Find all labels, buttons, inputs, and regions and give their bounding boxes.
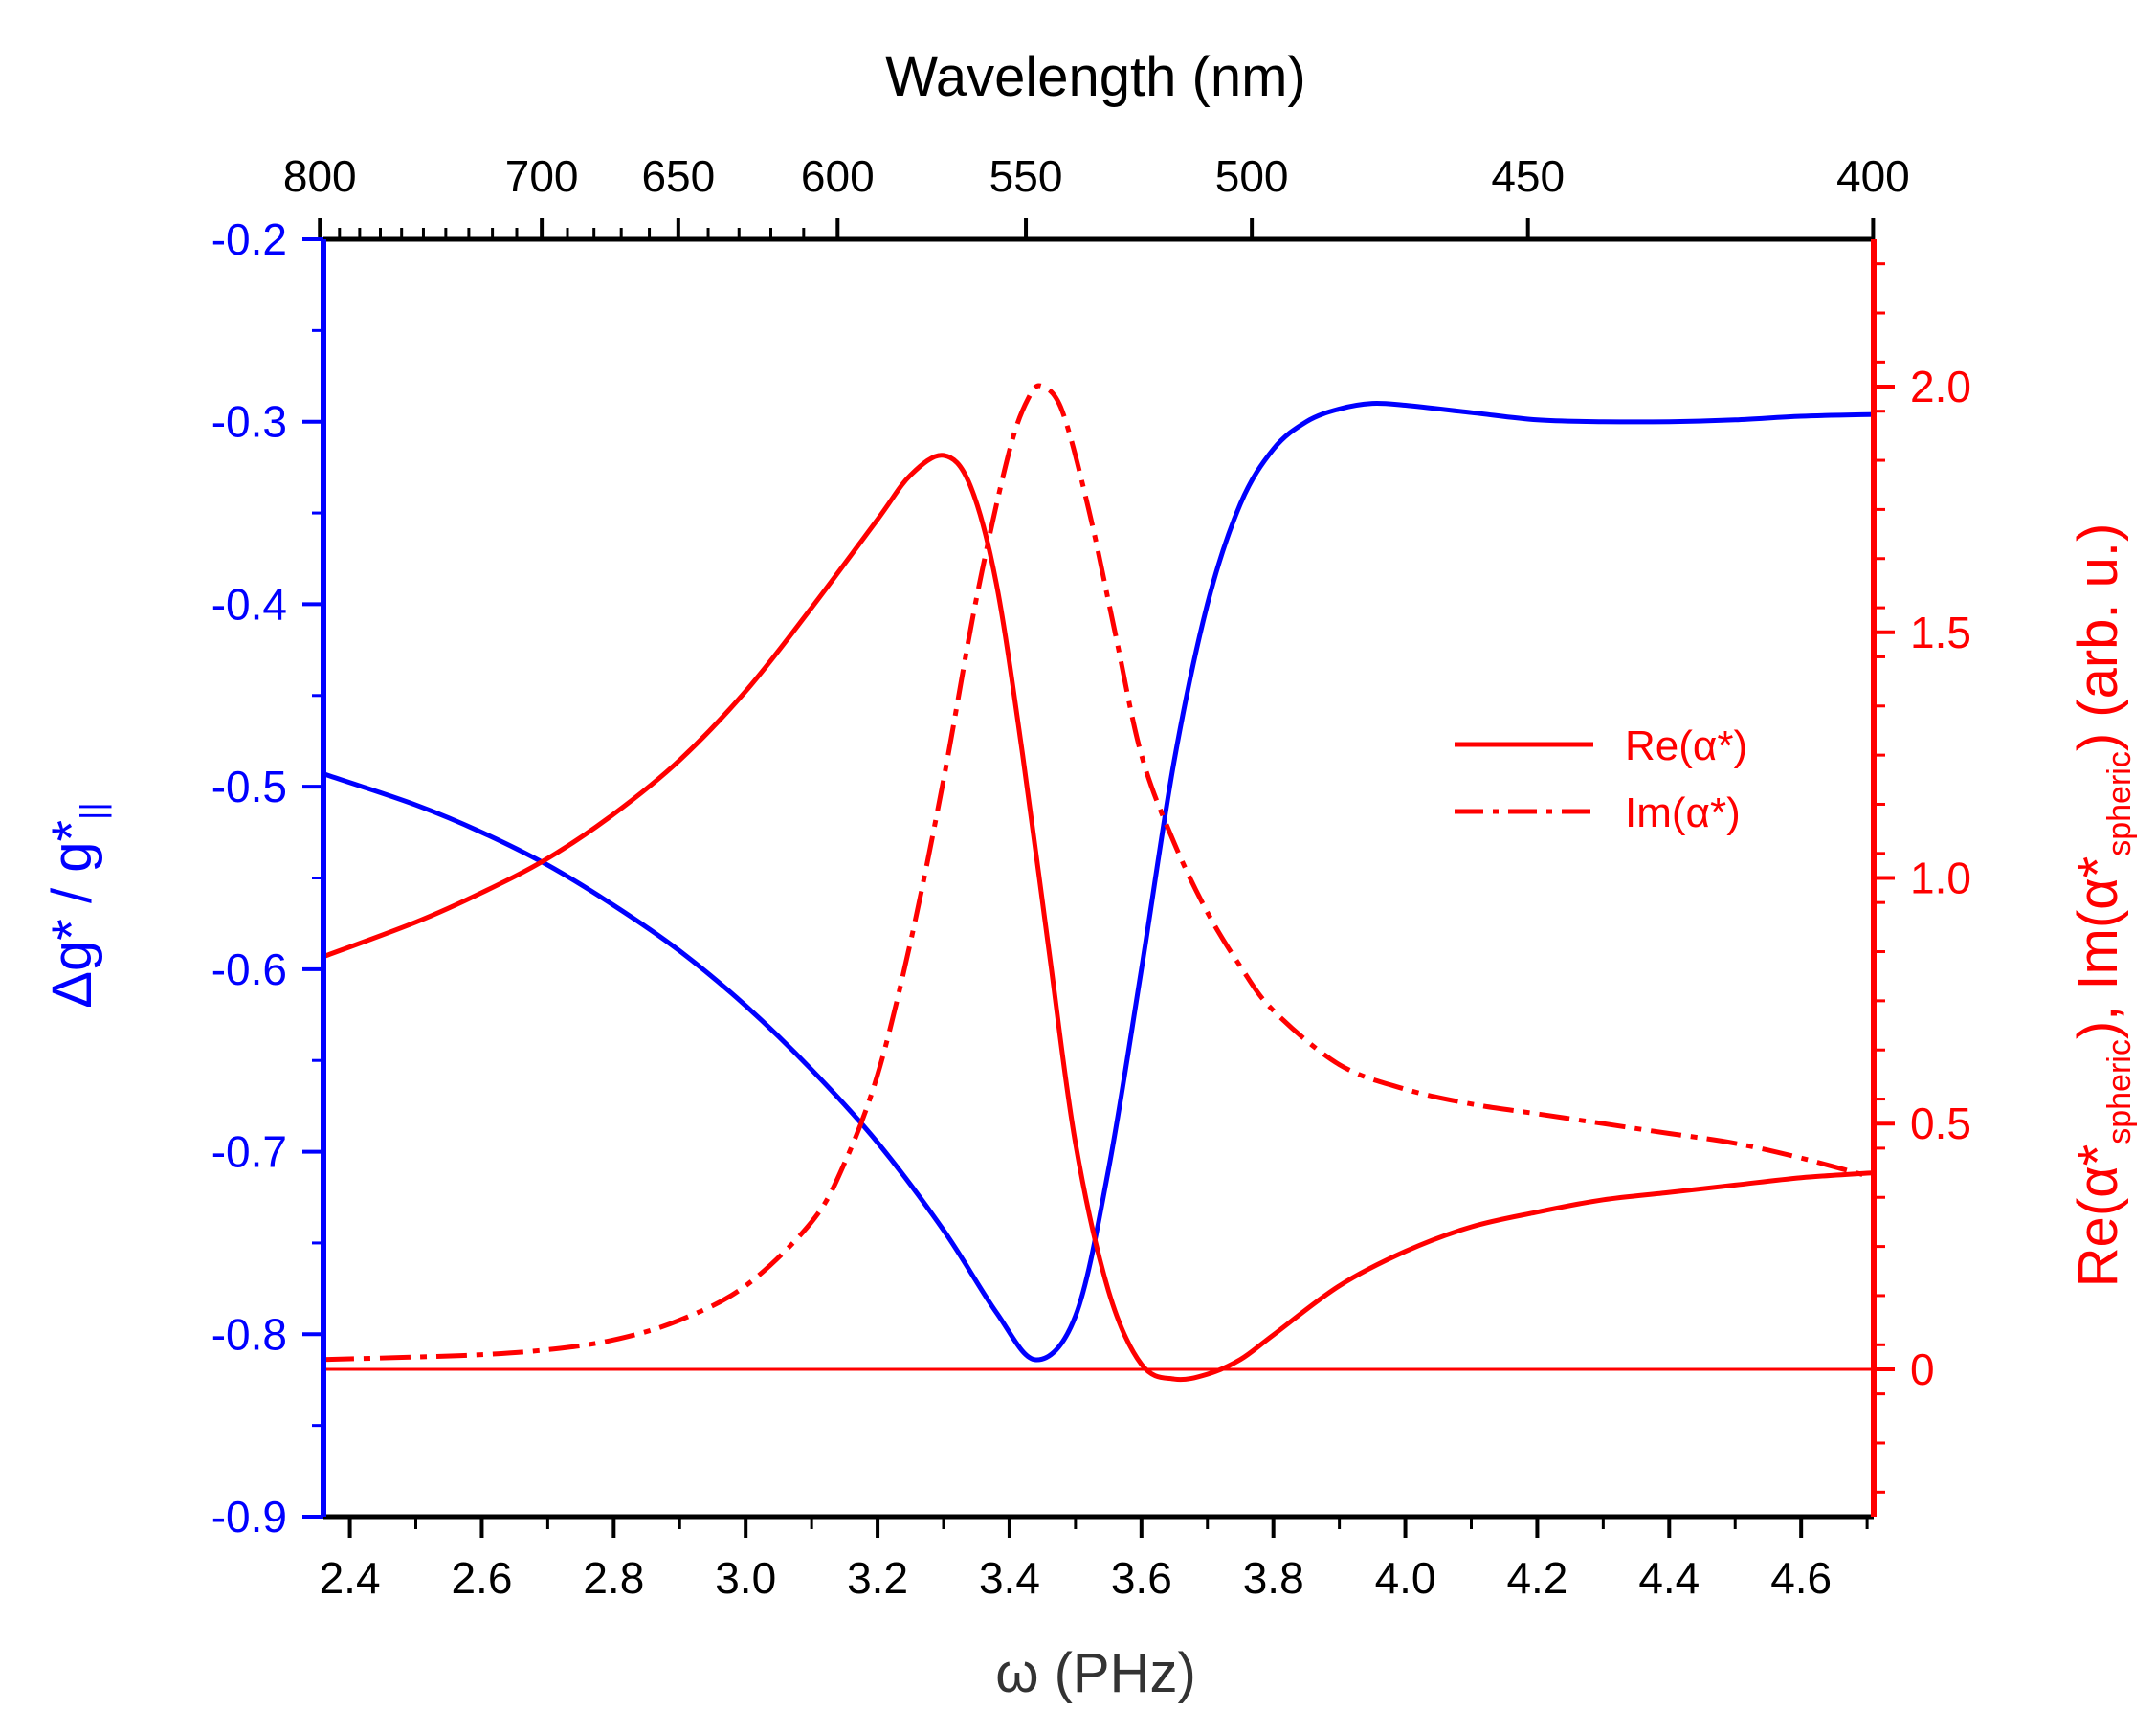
top-tick-label: 550 [989,151,1063,201]
x-tick-label: 3.8 [1243,1553,1304,1603]
top-tick-label: 500 [1215,151,1289,201]
left-axis-title: Δg* / g*|| [41,802,112,1008]
top-tick-label: 400 [1836,151,1910,201]
x-tick-label: 2.6 [451,1553,512,1603]
x-tick-label: 2.8 [583,1553,644,1603]
right-axis-title-part-3: ) (arb. u.) [2067,523,2129,752]
right-axis-title-part-2: ), Im(α* [2067,856,2129,1039]
top-tick-label: 650 [641,151,715,201]
legend-label-re: Re(α*) [1625,722,1747,769]
x-tick-label: 4.6 [1770,1553,1832,1603]
right-axis-title: Re(α*spheric), Im(α*spheric) (arb. u.) [2067,523,2138,1288]
left-tick-label: -0.6 [211,944,287,994]
left-tick-label: -0.3 [211,397,287,447]
legend: Re(α*) Im(α*) [1455,722,1747,836]
left-tick-label: -0.2 [211,214,287,264]
left-tick-label: -0.5 [211,762,287,811]
top-tick-label: 600 [801,151,875,201]
top-tick-label: 700 [505,151,579,201]
left-tick-label: -0.4 [211,579,287,629]
right-tick-label: 1.0 [1910,854,1971,903]
right-axis-title-sub-2: spheric [2101,751,2138,856]
right-axis-title-sub-1: spheric [2101,1039,2138,1144]
series-layer [322,383,1875,1383]
left-axis-title-sub: || [73,802,112,820]
x-tick-label: 3.6 [1111,1553,1172,1603]
x-tick-label: 4.2 [1506,1553,1567,1603]
right-tick-label: 0.5 [1910,1099,1971,1148]
right-tick-label: 0 [1910,1344,1935,1394]
x-tick-label: 4.0 [1375,1553,1436,1603]
x-tick-label: 3.4 [979,1553,1040,1603]
top-tick-label: 800 [283,151,357,201]
left-tick-label: -0.9 [211,1492,287,1542]
right-tick-label: 1.5 [1910,608,1971,657]
series-delta-g [322,400,1875,1363]
x-tick-label: 4.4 [1638,1553,1700,1603]
series-im-alpha [322,383,1875,1363]
top-tick-label: 450 [1491,151,1565,201]
right-axis-title-part-1: Re(α* [2067,1144,2129,1288]
x-tick-label: 3.0 [715,1553,776,1603]
ticks-layer: 2.4 2.6 2.8 3.0 3.2 3.4 3.6 3.8 4.0 4.2 4.4 4.6 800 7… [211,151,1971,1603]
svg-text:Re(α*spheric), Im(α*spheric) (: Re(α*spheric), Im(α*spheric) (arb. u.) [2067,523,2138,1288]
legend-label-im: Im(α*) [1625,789,1741,836]
top-axis-title: Wavelength (nm) [885,46,1305,108]
left-axis-title-main: Δg* / g* [41,820,103,1009]
x-tick-label: 3.2 [847,1553,908,1603]
x-tick-label: 2.4 [320,1553,381,1603]
left-tick-label: -0.7 [211,1127,287,1177]
x-axis-title: ω (PHz) [995,1642,1196,1704]
svg-text:Δg* / g*||: Δg* / g*|| [41,802,112,1008]
series-re-alpha [322,453,1875,1383]
right-tick-label: 2.0 [1910,362,1971,411]
left-tick-label: -0.8 [211,1309,287,1359]
